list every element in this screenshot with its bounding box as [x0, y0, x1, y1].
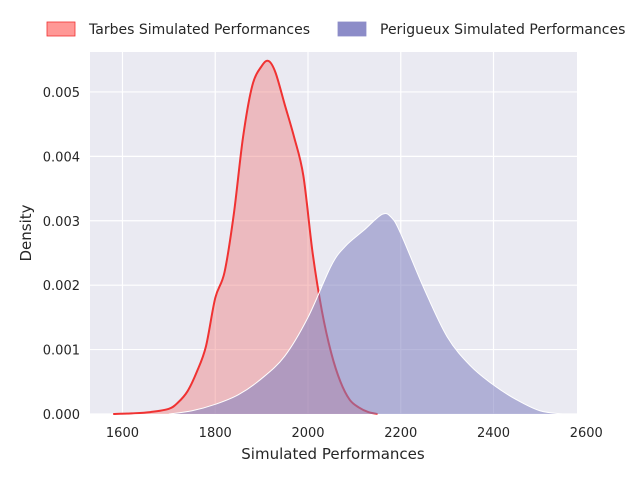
x-tick-label: 2600 — [570, 426, 603, 441]
y-axis-label: Density — [17, 204, 35, 261]
y-tick-label: 0.000 — [43, 408, 80, 423]
y-tick-label: 0.004 — [43, 150, 80, 165]
legend-swatch-tarbes — [46, 21, 76, 37]
y-tick-label: 0.003 — [43, 215, 80, 230]
x-tick-label: 2000 — [291, 426, 324, 441]
density-area-perigueux — [168, 213, 564, 414]
x-tick-label: 1600 — [106, 426, 139, 441]
x-axis-ticks: 1600 1800 2000 2200 2400 2600 — [106, 426, 603, 441]
legend: Tarbes Simulated Performances Perigueux … — [46, 21, 625, 38]
y-axis-ticks: 0.000 0.001 0.002 0.003 0.004 0.005 — [43, 86, 80, 423]
x-axis-label: Simulated Performances — [241, 445, 425, 463]
x-tick-label: 2200 — [384, 426, 417, 441]
y-tick-label: 0.001 — [43, 344, 80, 359]
density-areas — [113, 59, 564, 415]
x-tick-label: 2400 — [477, 426, 510, 441]
grid — [90, 52, 587, 415]
legend-swatch-perigueux — [337, 21, 367, 37]
x-tick-label: 1800 — [199, 426, 232, 441]
density-line-perigueux — [168, 212, 564, 415]
y-tick-label: 0.005 — [43, 86, 80, 101]
legend-label-tarbes: Tarbes Simulated Performances — [88, 22, 310, 38]
legend-label-perigueux: Perigueux Simulated Performances — [380, 22, 625, 38]
y-tick-label: 0.002 — [43, 279, 80, 294]
